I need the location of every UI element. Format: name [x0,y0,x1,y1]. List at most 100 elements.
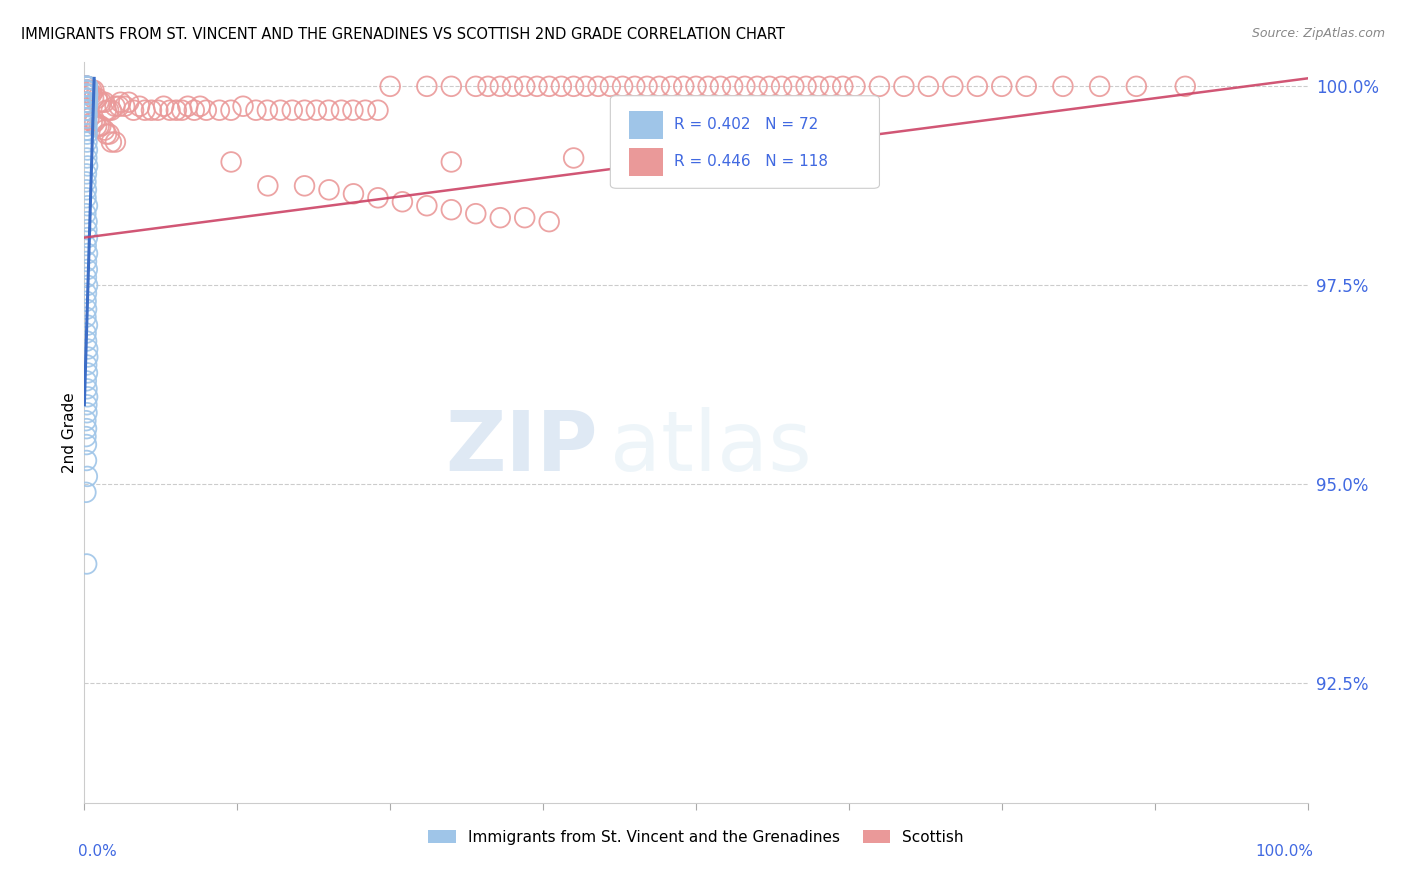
Point [90,95,112,110]
Point [624,79,647,94]
Point [82,115,104,129]
Point [87,119,110,133]
Point [76,79,98,94]
Point [76,127,98,141]
Point [76,115,98,129]
Text: 100.0%: 100.0% [1256,844,1313,858]
Text: Source: ZipAtlas.com: Source: ZipAtlas.com [1251,27,1385,40]
Point [75,270,97,285]
Point [1015,79,1038,94]
Point [98,127,121,141]
Point [183,103,205,118]
Point [104,135,127,149]
Point [538,214,561,228]
Point [294,178,316,193]
Point [86,91,108,105]
Point [734,79,756,94]
Point [330,103,353,118]
Point [76,83,98,97]
Point [76,222,98,236]
Point [146,103,169,118]
Point [100,135,122,149]
Point [76,91,98,105]
Point [76,79,98,94]
Point [75,374,97,388]
Point [76,95,98,110]
Point [562,79,585,94]
Point [76,95,98,110]
Y-axis label: 2nd Grade: 2nd Grade [62,392,77,473]
Point [177,99,200,113]
Point [75,191,97,205]
Point [76,99,98,113]
Point [208,103,231,118]
Point [165,103,187,118]
Point [586,79,609,94]
Point [77,111,100,125]
Point [110,95,132,110]
Point [75,167,97,181]
Point [93,95,115,110]
Point [93,123,115,137]
Point [807,79,830,94]
Point [75,238,97,252]
Point [76,79,98,94]
Point [76,422,98,436]
Point [76,111,98,125]
Point [86,119,108,133]
Point [770,79,793,94]
Point [76,334,98,348]
Point [464,79,486,94]
Point [991,79,1014,94]
Point [76,103,98,118]
Point [96,127,118,141]
Point [794,79,817,94]
Point [75,91,97,105]
Point [76,390,98,404]
Point [440,202,463,217]
Point [76,199,98,213]
Point [612,79,634,94]
Point [76,79,98,94]
Point [75,79,97,94]
Point [219,103,242,118]
Point [380,79,402,94]
Point [75,183,97,197]
Point [75,437,97,451]
Point [75,286,97,301]
Point [575,79,598,94]
Point [709,79,731,94]
Point [76,557,98,571]
Point [76,358,98,372]
Point [917,79,939,94]
Point [100,103,122,118]
Point [128,99,150,113]
Point [440,155,463,169]
Point [281,103,304,118]
Point [76,342,98,356]
Point [342,103,364,118]
Text: 0.0%: 0.0% [79,844,117,858]
Point [97,103,120,118]
Point [440,79,463,94]
Point [869,79,891,94]
Point [75,79,97,94]
Point [1125,79,1147,94]
Point [75,207,97,221]
Point [152,99,174,113]
Point [104,99,127,113]
Point [636,79,658,94]
Point [75,103,97,118]
Point [513,79,536,94]
Point [76,87,98,102]
Point [1052,79,1074,94]
Point [76,79,98,94]
Text: ZIP: ZIP [446,407,598,488]
Point [721,79,744,94]
Point [489,79,512,94]
Point [75,326,97,340]
Point [76,87,98,102]
Point [76,262,98,277]
Point [76,107,98,121]
Point [159,103,181,118]
